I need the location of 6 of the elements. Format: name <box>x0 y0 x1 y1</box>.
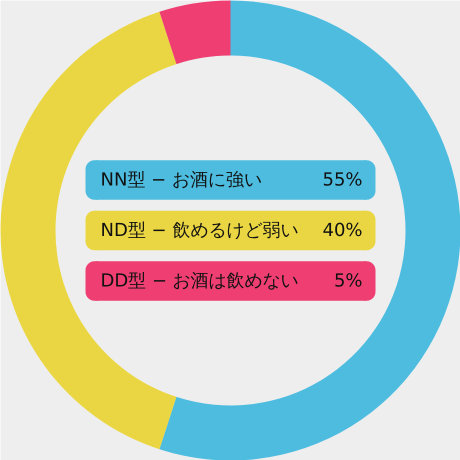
legend-label: DD型 − お酒は飲めない <box>100 270 299 292</box>
legend-label: NN型 − お酒に強い <box>100 170 262 190</box>
data-label: 40% <box>322 220 363 241</box>
legend-label: ND型 − 飲めるけど弱い <box>100 220 298 241</box>
data-label: 55% <box>322 170 363 190</box>
data-label: 5% <box>334 270 363 292</box>
